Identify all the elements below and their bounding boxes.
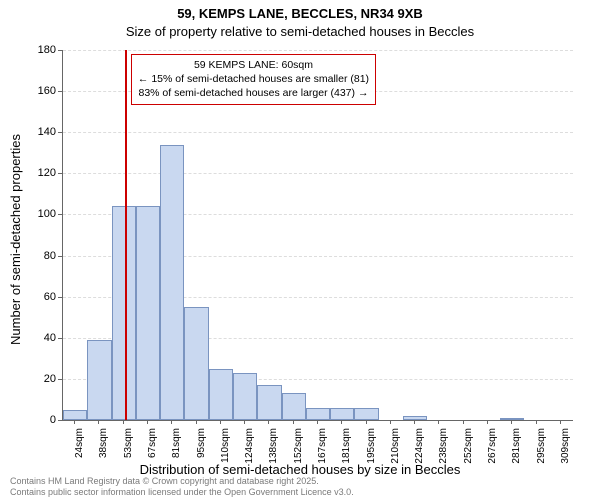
y-tick-label: 160 xyxy=(16,85,56,97)
histogram-bar xyxy=(257,385,281,420)
histogram-bar xyxy=(282,393,306,420)
marker-info-line: 59 KEMPS LANE: 60sqm xyxy=(138,58,369,72)
histogram-bar xyxy=(306,408,330,420)
x-tick-label: 309sqm xyxy=(560,428,571,468)
x-tick-mark xyxy=(438,420,439,424)
x-tick-label: 252sqm xyxy=(463,428,474,468)
y-tick-mark xyxy=(58,132,62,133)
x-tick-mark xyxy=(147,420,148,424)
histogram-bar xyxy=(500,418,524,420)
x-tick-mark xyxy=(74,420,75,424)
x-tick-label: 138sqm xyxy=(268,428,279,468)
x-tick-mark xyxy=(268,420,269,424)
plot-area: 59 KEMPS LANE: 60sqm← 15% of semi-detach… xyxy=(62,50,573,421)
x-tick-mark xyxy=(366,420,367,424)
x-tick-label: 195sqm xyxy=(366,428,377,468)
x-tick-mark xyxy=(196,420,197,424)
grid-line xyxy=(63,173,573,174)
y-tick-label: 180 xyxy=(16,44,56,56)
histogram-bar xyxy=(87,340,111,420)
y-tick-mark xyxy=(58,91,62,92)
histogram-bar xyxy=(63,410,87,420)
x-tick-label: 110sqm xyxy=(220,428,231,468)
y-tick-mark xyxy=(58,256,62,257)
x-tick-label: 295sqm xyxy=(536,428,547,468)
x-tick-mark xyxy=(463,420,464,424)
histogram-bar xyxy=(330,408,354,420)
histogram-bar xyxy=(184,307,208,420)
x-tick-label: 67sqm xyxy=(147,428,158,468)
y-tick-label: 120 xyxy=(16,167,56,179)
x-tick-label: 224sqm xyxy=(414,428,425,468)
y-axis-label: Number of semi-detached properties xyxy=(8,134,23,345)
histogram-bar xyxy=(403,416,427,420)
y-tick-mark xyxy=(58,173,62,174)
y-tick-mark xyxy=(58,50,62,51)
grid-line xyxy=(63,132,573,133)
x-tick-mark xyxy=(123,420,124,424)
x-tick-mark xyxy=(511,420,512,424)
x-tick-label: 167sqm xyxy=(317,428,328,468)
x-tick-mark xyxy=(220,420,221,424)
x-tick-mark xyxy=(98,420,99,424)
y-tick-label: 40 xyxy=(16,332,56,344)
chart-container: 59, KEMPS LANE, BECCLES, NR34 9XB Size o… xyxy=(0,0,600,500)
histogram-bar xyxy=(354,408,378,420)
x-tick-label: 53sqm xyxy=(123,428,134,468)
x-tick-label: 281sqm xyxy=(511,428,522,468)
marker-info-line: 83% of semi-detached houses are larger (… xyxy=(138,86,369,100)
x-tick-label: 38sqm xyxy=(98,428,109,468)
grid-line xyxy=(63,50,573,51)
x-tick-mark xyxy=(317,420,318,424)
copyright-line1: Contains HM Land Registry data © Crown c… xyxy=(10,476,354,487)
marker-info-line: ← 15% of semi-detached houses are smalle… xyxy=(138,72,369,86)
x-tick-mark xyxy=(536,420,537,424)
x-tick-mark xyxy=(171,420,172,424)
copyright-line2: Contains public sector information licen… xyxy=(10,487,354,498)
x-tick-label: 210sqm xyxy=(390,428,401,468)
y-tick-label: 0 xyxy=(16,414,56,426)
y-tick-mark xyxy=(58,297,62,298)
copyright-text: Contains HM Land Registry data © Crown c… xyxy=(10,476,354,499)
x-tick-mark xyxy=(560,420,561,424)
x-tick-mark xyxy=(390,420,391,424)
x-tick-mark xyxy=(414,420,415,424)
x-tick-mark xyxy=(341,420,342,424)
x-tick-label: 24sqm xyxy=(74,428,85,468)
histogram-bar xyxy=(160,145,184,420)
x-tick-label: 152sqm xyxy=(293,428,304,468)
y-tick-mark xyxy=(58,214,62,215)
chart-title-line2: Size of property relative to semi-detach… xyxy=(0,24,600,39)
x-tick-label: 81sqm xyxy=(171,428,182,468)
y-tick-mark xyxy=(58,338,62,339)
chart-title-line1: 59, KEMPS LANE, BECCLES, NR34 9XB xyxy=(0,6,600,21)
x-tick-label: 267sqm xyxy=(487,428,498,468)
histogram-bar xyxy=(136,206,160,420)
marker-info-box: 59 KEMPS LANE: 60sqm← 15% of semi-detach… xyxy=(131,54,376,105)
x-tick-mark xyxy=(487,420,488,424)
histogram-bar xyxy=(209,369,233,420)
histogram-bar xyxy=(233,373,257,420)
x-tick-label: 181sqm xyxy=(341,428,352,468)
y-tick-label: 140 xyxy=(16,126,56,138)
x-tick-mark xyxy=(244,420,245,424)
x-tick-label: 95sqm xyxy=(196,428,207,468)
y-tick-label: 80 xyxy=(16,250,56,262)
y-tick-label: 60 xyxy=(16,291,56,303)
x-tick-mark xyxy=(293,420,294,424)
marker-line xyxy=(125,50,127,420)
y-tick-label: 20 xyxy=(16,373,56,385)
y-tick-mark xyxy=(58,420,62,421)
y-tick-label: 100 xyxy=(16,208,56,220)
y-tick-mark xyxy=(58,379,62,380)
x-tick-label: 238sqm xyxy=(438,428,449,468)
x-tick-label: 124sqm xyxy=(244,428,255,468)
histogram-bar xyxy=(112,206,136,420)
